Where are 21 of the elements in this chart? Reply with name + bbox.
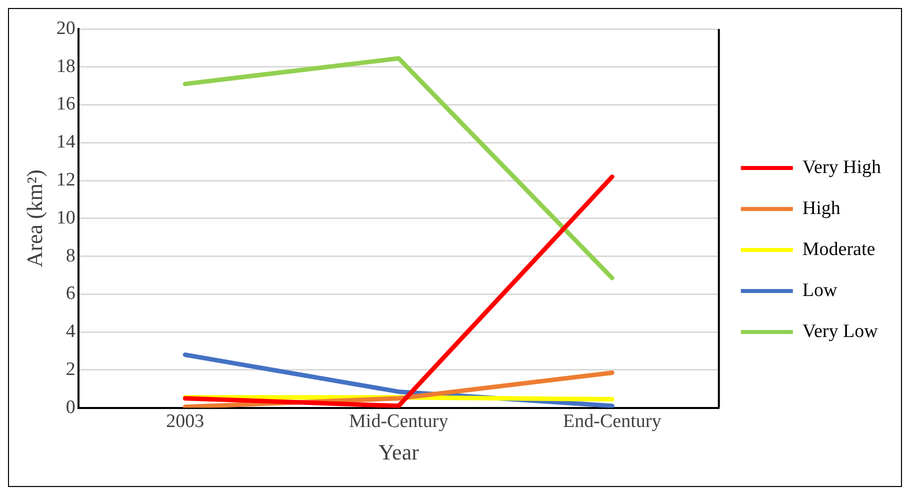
y-tick-label: 8 <box>66 245 76 266</box>
x-tick-label: Mid-Century <box>349 411 449 432</box>
x-axis-title: Year <box>378 440 420 465</box>
y-tick-label: 12 <box>56 170 76 191</box>
y-tick-label: 2 <box>66 358 76 380</box>
y-tick-label: 18 <box>56 56 76 77</box>
x-tick-label: End-Century <box>563 411 662 432</box>
x-tick-label: 2003 <box>166 411 204 432</box>
y-tick-label: 0 <box>66 396 76 418</box>
y-tick-label: 4 <box>66 321 76 342</box>
legend-label: Very Low <box>802 320 878 342</box>
legend-label: High <box>802 198 841 219</box>
y-tick-label: 6 <box>66 283 76 304</box>
legend-label: Low <box>802 280 838 301</box>
legend-label: Moderate <box>802 238 876 260</box>
y-tick-label: 16 <box>56 94 76 115</box>
y-tick-label: 14 <box>56 132 76 153</box>
y-axis-title: Area (km²) <box>22 170 47 268</box>
y-tick-label: 20 <box>56 18 76 39</box>
legend-label: Very High <box>802 156 882 178</box>
y-tick-label: 10 <box>56 207 76 228</box>
